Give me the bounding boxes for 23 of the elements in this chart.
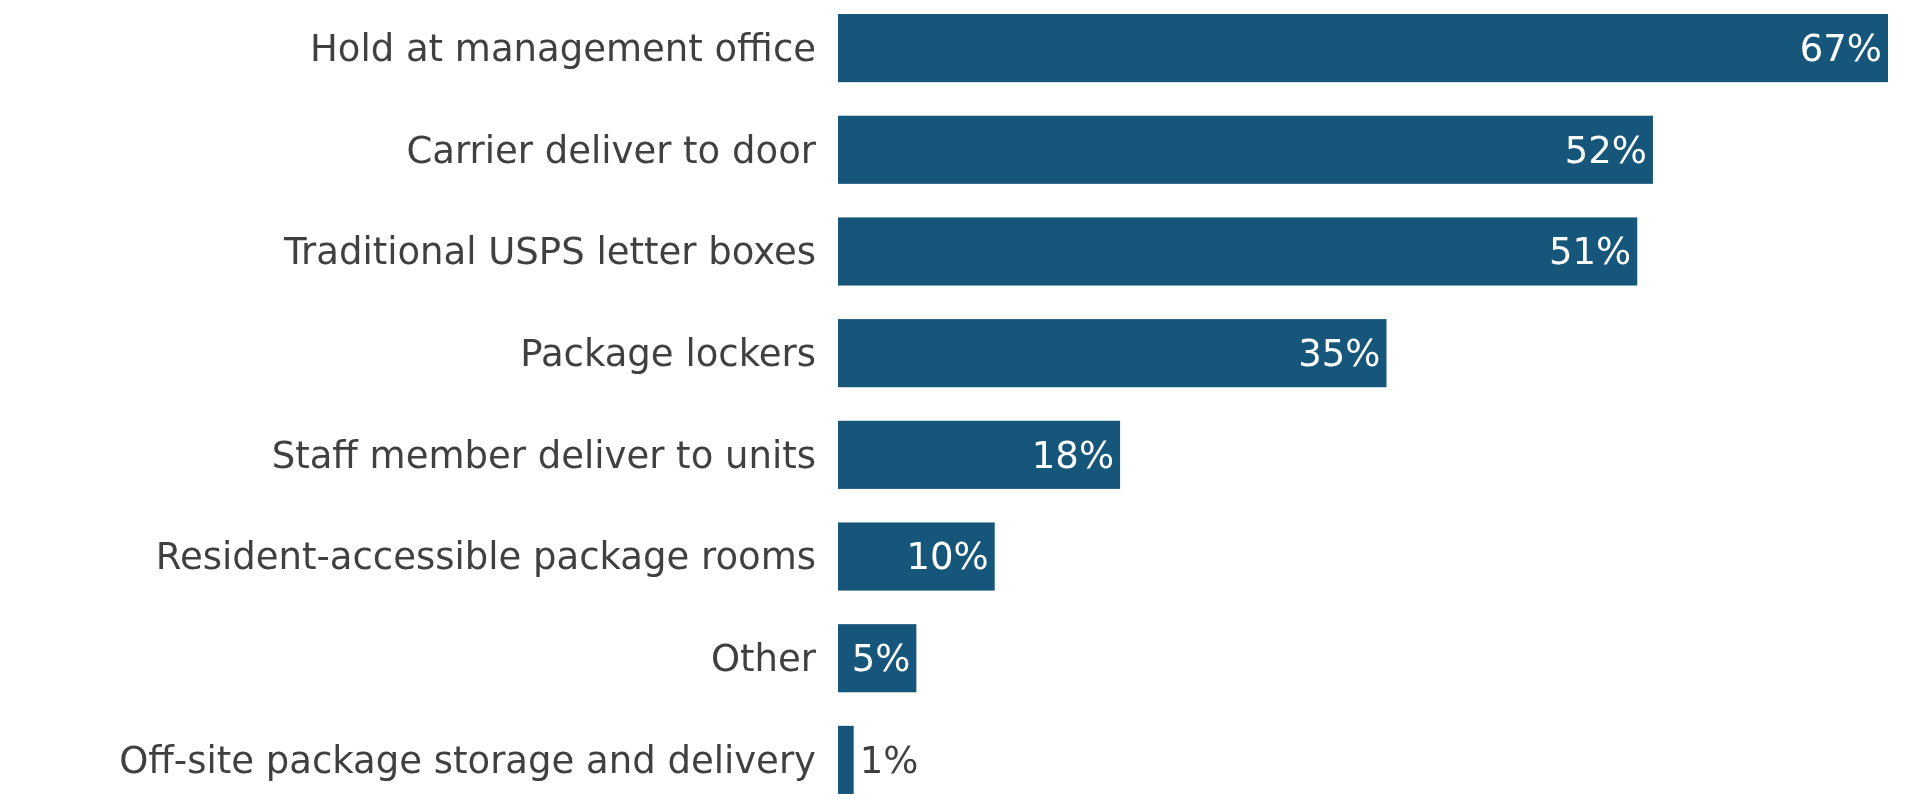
- data-label: 35%: [1298, 332, 1381, 376]
- data-label: 52%: [1564, 128, 1647, 172]
- y-tick-label: Carrier deliver to door: [406, 128, 817, 172]
- data-label: 10%: [906, 535, 989, 579]
- y-tick-label: Other: [710, 637, 817, 681]
- y-tick-label: Traditional USPS letter boxes: [282, 230, 816, 274]
- bar: [838, 319, 1387, 388]
- y-tick-label: Package lockers: [520, 332, 816, 376]
- data-label: 1%: [859, 738, 919, 782]
- y-tick-label: Resident-accessible package rooms: [155, 535, 816, 579]
- bar: [838, 420, 1121, 489]
- bar: [838, 14, 1888, 83]
- data-label: 5%: [851, 637, 911, 681]
- bar: [838, 725, 854, 794]
- y-tick-label: Off-site package storage and delivery: [119, 738, 816, 782]
- y-tick-label: Hold at management office: [309, 27, 816, 71]
- y-tick-label: Staff member deliver to units: [271, 433, 816, 477]
- data-label: 51%: [1549, 230, 1632, 274]
- bar: [838, 115, 1653, 184]
- bar: [838, 217, 1638, 286]
- bar: [838, 522, 995, 591]
- data-label: 18%: [1031, 433, 1115, 477]
- data-label: 67%: [1799, 27, 1882, 71]
